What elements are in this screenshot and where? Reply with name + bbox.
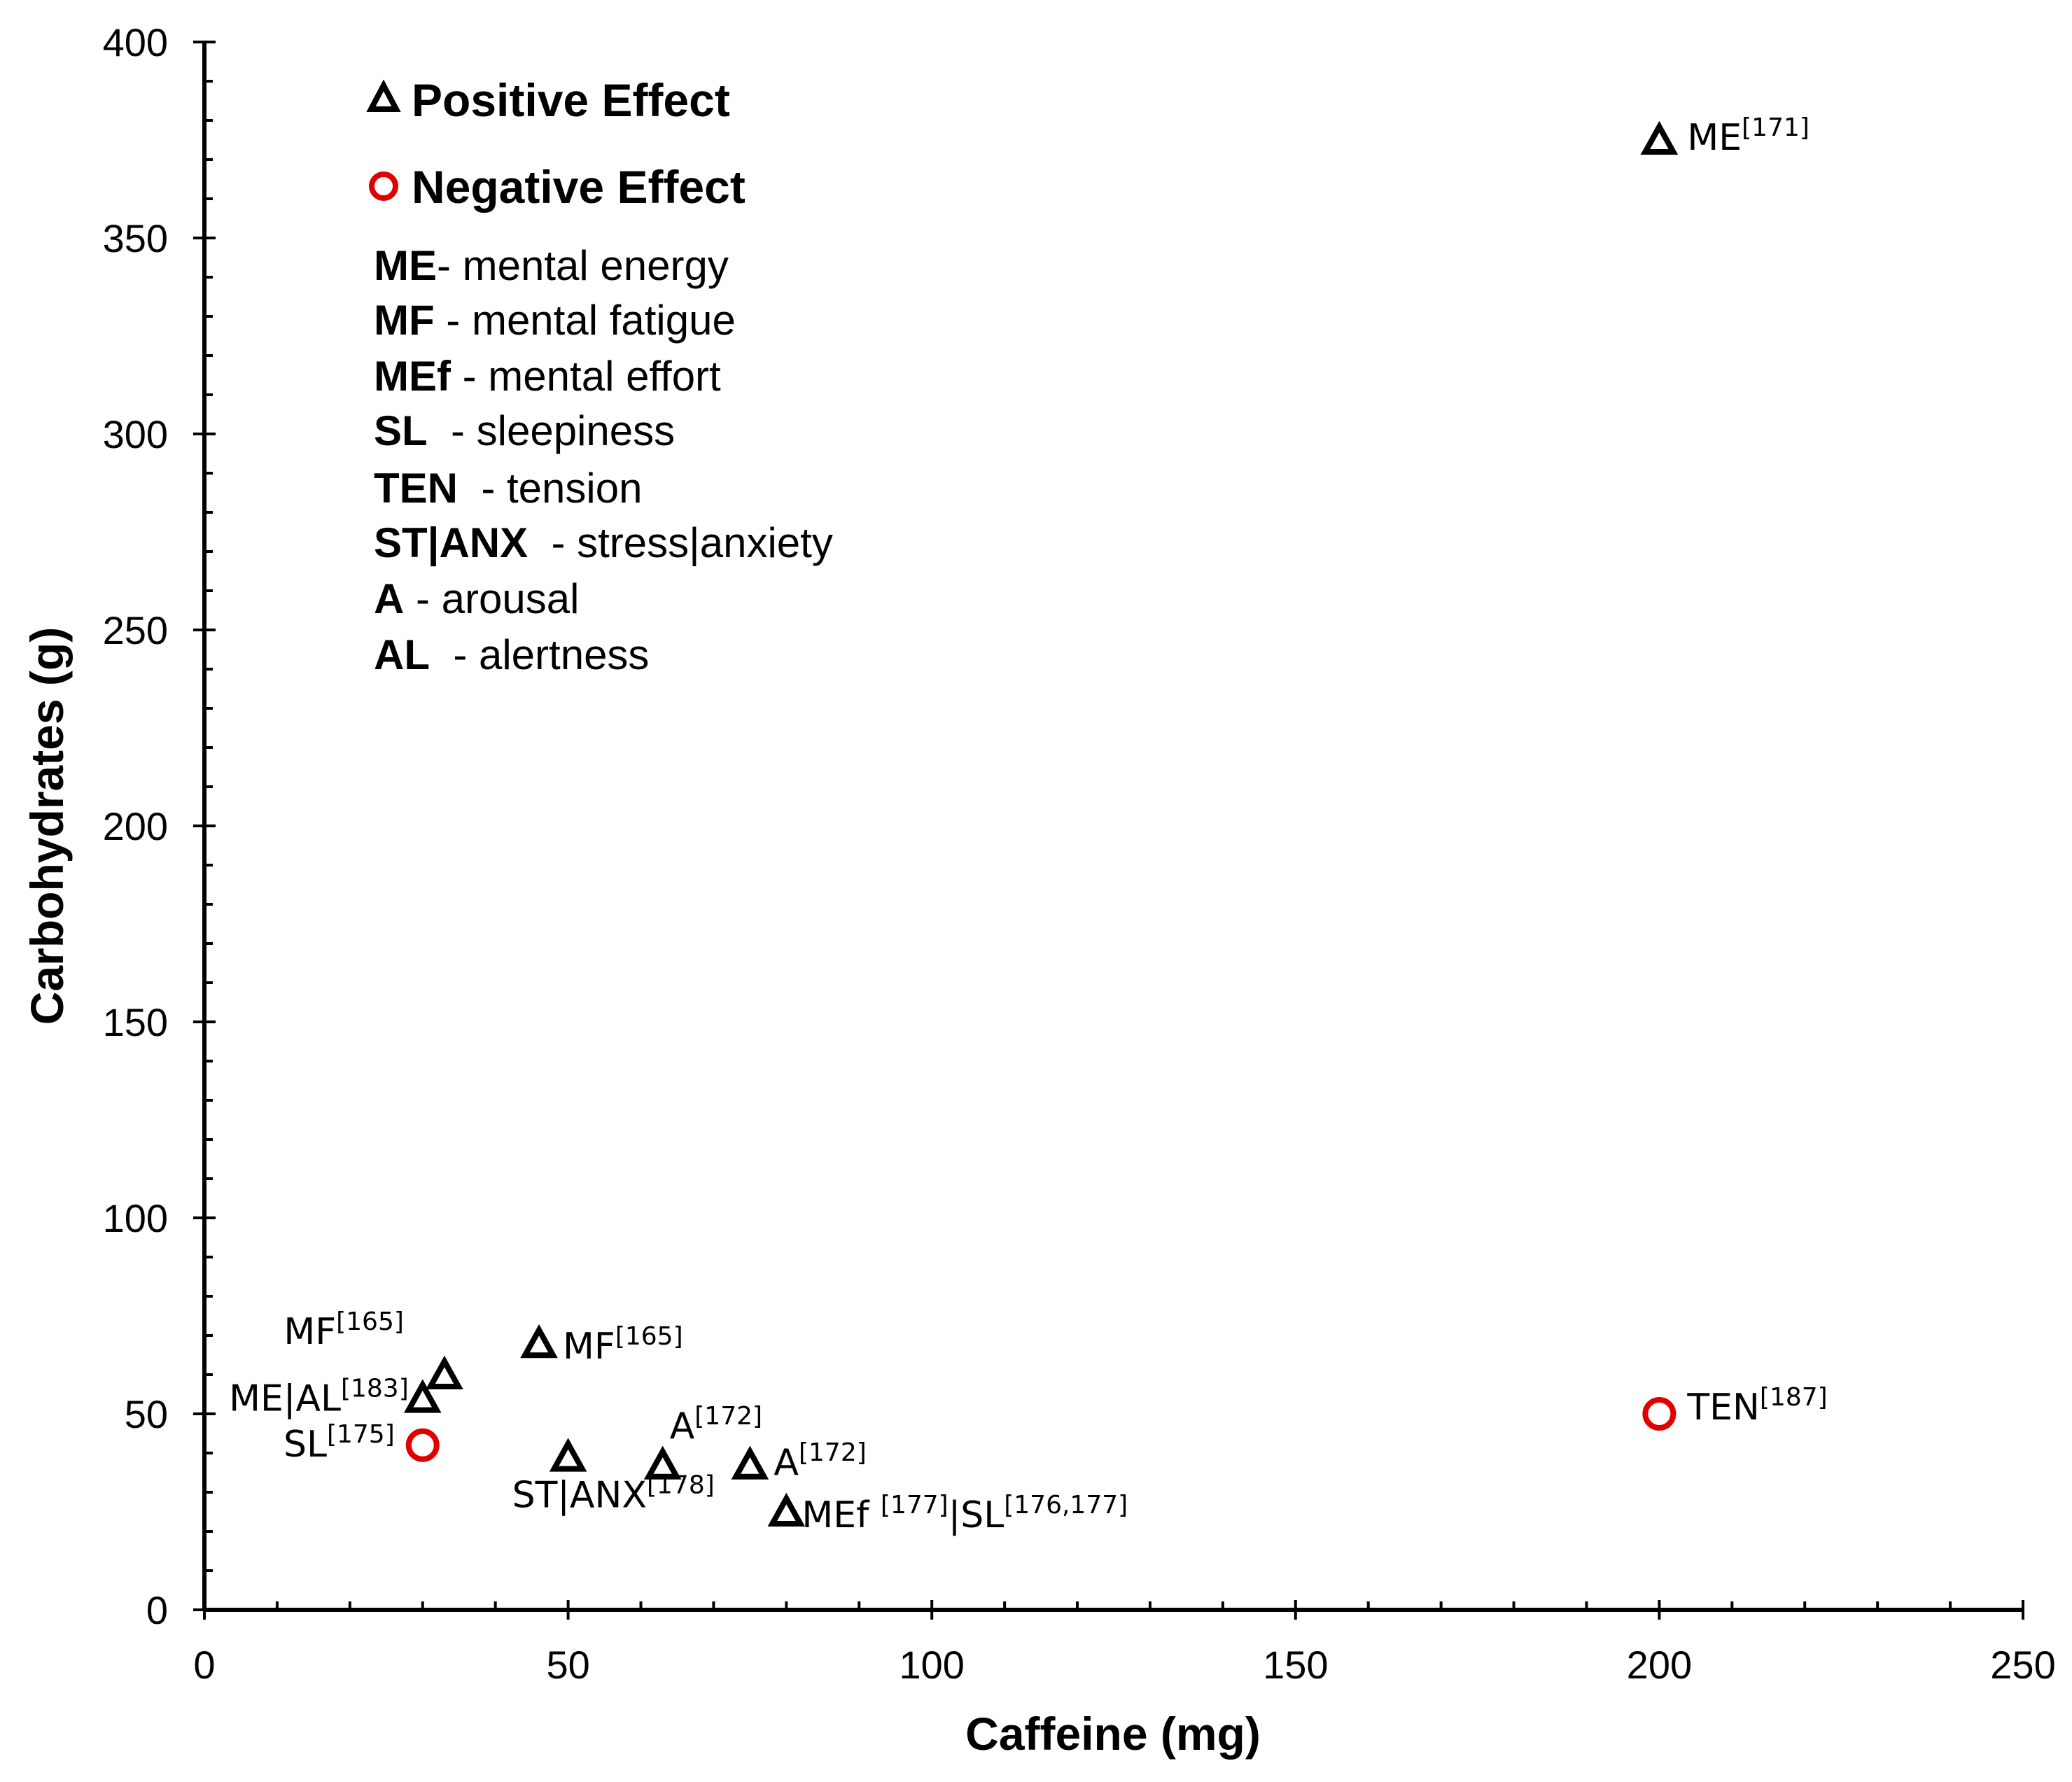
positive-effect-marker bbox=[731, 1445, 769, 1480]
data-points bbox=[403, 120, 1679, 1527]
x-tick-label: 150 bbox=[1263, 1643, 1328, 1687]
legend-abbreviation: SL - sleepiness bbox=[374, 407, 675, 454]
x-tick-label: 250 bbox=[1990, 1643, 2055, 1687]
point-label-ref: [172] bbox=[694, 1402, 762, 1431]
legend-abbr-desc: - alertness bbox=[430, 631, 649, 678]
point-label-text: A bbox=[670, 1405, 695, 1447]
point-label-ref: [187] bbox=[1760, 1383, 1828, 1412]
legend-abbreviation: AL - alertness bbox=[374, 631, 649, 678]
negative-effect-marker bbox=[405, 1428, 440, 1462]
y-tick-label: 150 bbox=[103, 1000, 168, 1044]
point-label: TEN[187] bbox=[1686, 1383, 1827, 1429]
legend-abbreviation: ME- mental energy bbox=[374, 242, 729, 289]
point-label-ref: [177] bbox=[881, 1491, 948, 1520]
point-labels: ME[171]MF[165]MF[165]ME|AL[183]ST|ANX[17… bbox=[229, 113, 1828, 1536]
positive-effect-marker bbox=[549, 1438, 587, 1472]
positive-effect-marker bbox=[643, 1445, 682, 1480]
x-tick-label: 100 bbox=[899, 1643, 964, 1687]
point-label-ref: [183] bbox=[341, 1375, 409, 1403]
point-label: SL[175] bbox=[284, 1420, 395, 1466]
y-tick-label: 300 bbox=[103, 412, 168, 456]
point-label: A[172] bbox=[774, 1438, 866, 1484]
legend-abbreviation: ST|ANX - stress|anxiety bbox=[374, 519, 833, 567]
legend-abbr-code: AL bbox=[374, 631, 430, 678]
point-label: A[172] bbox=[670, 1402, 762, 1447]
point-label-ref: [171] bbox=[1742, 113, 1809, 142]
point-label-text: ME bbox=[1687, 117, 1742, 159]
point-label-text: SL bbox=[284, 1424, 327, 1466]
y-tick-label: 100 bbox=[103, 1196, 168, 1240]
legend-abbr-code: MF bbox=[374, 297, 435, 344]
legend-negative-marker-icon bbox=[369, 171, 398, 201]
point-label: MF[165] bbox=[284, 1307, 404, 1353]
point-label-text: MF bbox=[284, 1311, 336, 1353]
point-label-text: TEN bbox=[1686, 1387, 1760, 1429]
point-label-ref: [172] bbox=[799, 1438, 867, 1467]
point-label: ME|AL[183] bbox=[229, 1375, 409, 1420]
y-tick-label: 400 bbox=[103, 20, 168, 64]
legend-abbr-desc: - tension bbox=[458, 465, 642, 512]
negative-effect-marker bbox=[1642, 1397, 1676, 1431]
x-axis-title: Caffeine (mg) bbox=[965, 1708, 1261, 1760]
y-tick-label: 250 bbox=[103, 608, 168, 652]
positive-effect-marker bbox=[767, 1492, 806, 1527]
y-axis-title: Carbohydrates (g) bbox=[21, 627, 73, 1025]
point-label-text: A bbox=[774, 1442, 799, 1484]
legend-abbr-code: ST|ANX bbox=[374, 519, 528, 567]
point-label: MF[165] bbox=[563, 1322, 683, 1368]
legend-abbr-code: TEN bbox=[374, 465, 458, 512]
legend-abbreviation: TEN - tension bbox=[374, 465, 642, 512]
legend-abbr-desc: - arousal bbox=[404, 575, 579, 622]
point-label-text: MF bbox=[563, 1326, 615, 1368]
point-label-ref: [176,177] bbox=[1004, 1491, 1128, 1520]
point-label-ref: [165] bbox=[336, 1307, 404, 1336]
tick-labels: 0 50 100 150 200 250 0 50 100 150 200 250 300 350 400 bbox=[103, 20, 2056, 1687]
legend-abbr-code: ME bbox=[374, 242, 437, 289]
y-tick-label: 200 bbox=[103, 804, 168, 848]
legend-abbreviation: MEf - mental effort bbox=[374, 353, 721, 400]
positive-effect-marker bbox=[426, 1355, 463, 1389]
legend-positive-marker-icon bbox=[366, 79, 401, 112]
legend-abbreviation: A - arousal bbox=[374, 575, 579, 622]
ticks bbox=[193, 41, 2024, 1620]
legend-abbr-desc: - mental energy bbox=[437, 242, 729, 289]
point-label-text: MEf bbox=[802, 1494, 881, 1536]
x-tick-label: 200 bbox=[1627, 1643, 1692, 1687]
x-tick-label: 50 bbox=[546, 1643, 589, 1687]
point-label: ST|ANX[178] bbox=[512, 1471, 715, 1517]
legend-negative-label: Negative Effect bbox=[412, 161, 746, 213]
point-label: ME[171] bbox=[1687, 113, 1809, 159]
y-tick-label: 350 bbox=[103, 216, 168, 260]
x-tick-label: 0 bbox=[193, 1643, 215, 1687]
legend-abbr-code: MEf bbox=[374, 353, 451, 400]
positive-effect-marker bbox=[403, 1379, 442, 1413]
legend-abbr-desc: - mental fatigue bbox=[435, 297, 736, 344]
point-label-ref: [175] bbox=[327, 1420, 395, 1449]
legend-abbreviation: MF - mental fatigue bbox=[374, 297, 736, 344]
legend-positive-label: Positive Effect bbox=[412, 74, 730, 126]
legend-abbr-code: SL bbox=[374, 407, 428, 454]
legend-abbr-desc: - stress|anxiety bbox=[528, 519, 833, 566]
legend-abbr-desc: - mental effort bbox=[451, 353, 721, 400]
positive-effect-marker bbox=[1640, 120, 1679, 155]
positive-effect-marker bbox=[520, 1324, 558, 1359]
point-label-ref: [178] bbox=[647, 1471, 715, 1500]
point-label-text: |SL bbox=[948, 1494, 1004, 1536]
point-label-text: ST|ANX bbox=[512, 1475, 647, 1517]
y-tick-label: 50 bbox=[125, 1392, 168, 1436]
legend: Positive Effect Negative Effect ME- ment… bbox=[366, 74, 833, 678]
point-label: MEf [177]|SL[176,177] bbox=[802, 1491, 1128, 1536]
y-tick-label: 0 bbox=[146, 1588, 168, 1632]
legend-abbr-code: A bbox=[374, 575, 404, 622]
point-label-ref: [165] bbox=[615, 1322, 683, 1351]
legend-abbr-desc: - sleepiness bbox=[428, 407, 676, 454]
point-label-text: ME|AL bbox=[229, 1378, 341, 1420]
